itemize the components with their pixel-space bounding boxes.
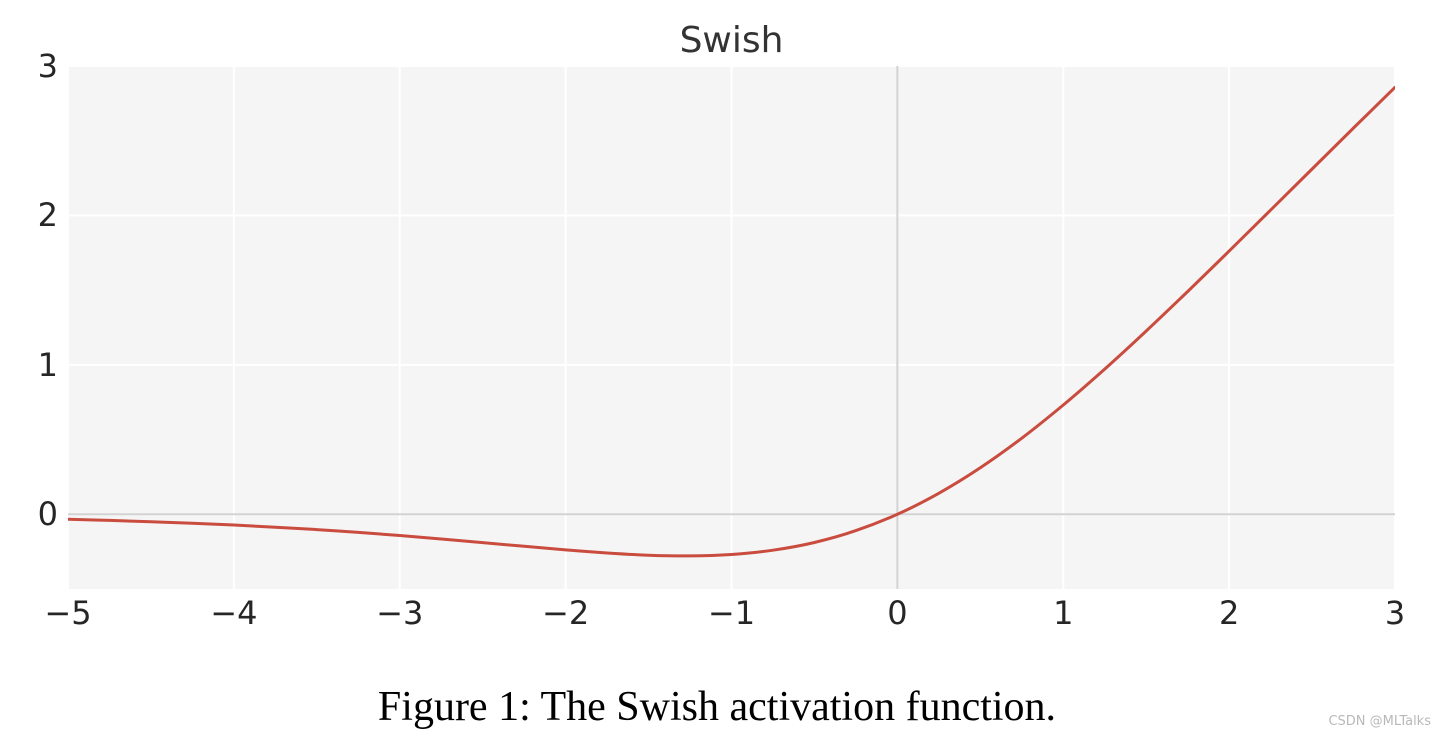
x-tick-label: 0 <box>887 594 908 632</box>
plot-area <box>68 66 1395 589</box>
x-tick-label: 1 <box>1053 594 1074 632</box>
y-tick-label: 2 <box>37 196 58 235</box>
chart-title: Swish <box>679 20 784 61</box>
watermark-text: CSDN @MLTalks <box>1328 714 1431 729</box>
x-tick-label: 2 <box>1218 594 1240 632</box>
figure-caption: Figure 1: The Swish activation function. <box>377 684 1057 730</box>
y-tick-label: 1 <box>37 345 58 384</box>
y-tick-label: 3 <box>37 47 58 85</box>
plot-canvas <box>68 66 1395 589</box>
y-tick-label: 0 <box>37 495 58 534</box>
x-tick-label: 3 <box>1384 594 1406 632</box>
x-tick-label: −4 <box>210 594 258 632</box>
y-axis-tick-labels: 0 1 2 3 <box>0 0 58 740</box>
x-tick-label: −1 <box>707 594 756 632</box>
x-tick-label: −3 <box>376 594 424 632</box>
x-tick-label: −2 <box>542 594 590 632</box>
x-tick-label: −5 <box>44 594 92 632</box>
swish-curve <box>68 85 1395 558</box>
